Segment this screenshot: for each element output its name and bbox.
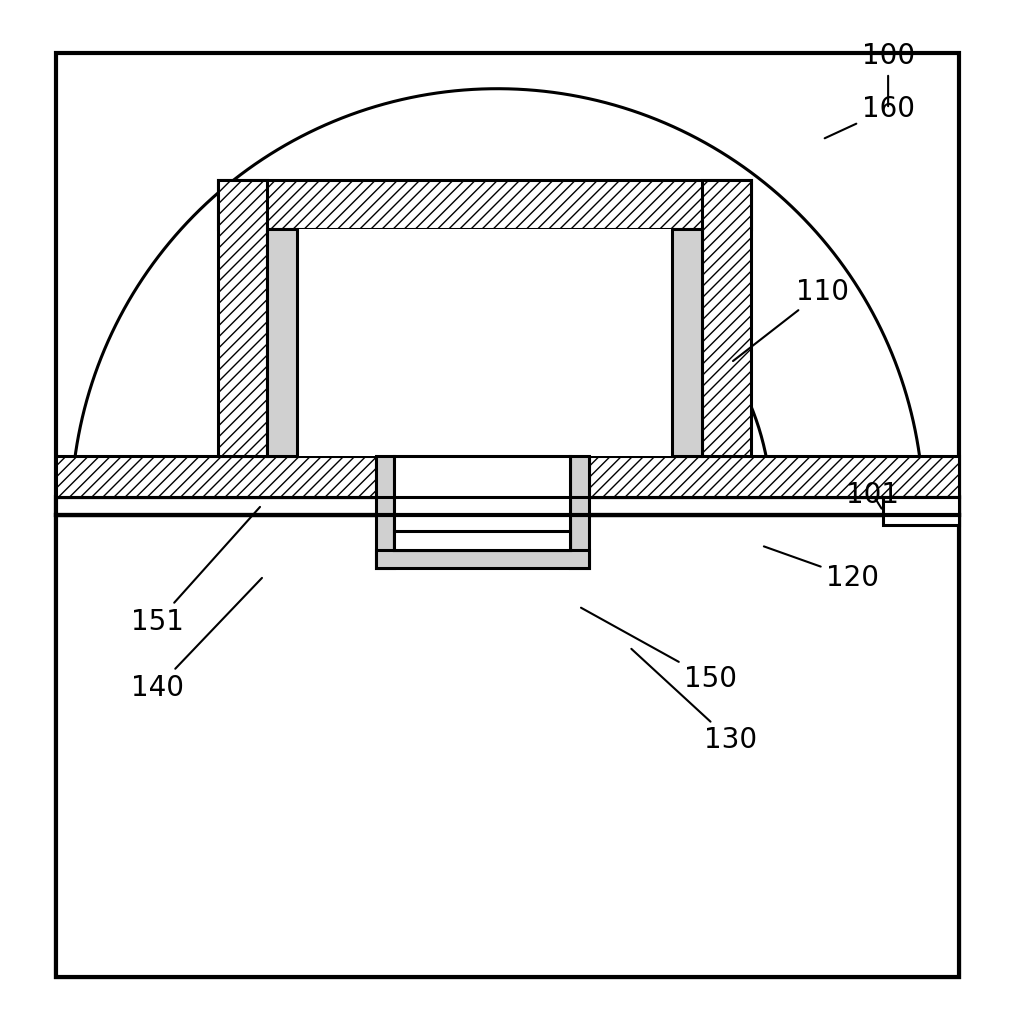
Text: 140: 140 xyxy=(131,578,262,701)
Polygon shape xyxy=(376,456,394,568)
Bar xyxy=(56,54,959,976)
Polygon shape xyxy=(297,229,672,456)
Text: 130: 130 xyxy=(631,649,757,754)
Polygon shape xyxy=(376,550,589,568)
Polygon shape xyxy=(267,229,297,456)
Text: 101: 101 xyxy=(847,481,899,509)
Polygon shape xyxy=(394,456,570,550)
Polygon shape xyxy=(570,456,589,568)
Polygon shape xyxy=(56,456,376,496)
Polygon shape xyxy=(672,229,702,456)
Polygon shape xyxy=(218,180,267,456)
Polygon shape xyxy=(589,456,959,496)
Bar xyxy=(56,496,959,515)
Text: 160: 160 xyxy=(824,95,915,138)
Polygon shape xyxy=(218,180,751,229)
Polygon shape xyxy=(702,180,751,456)
Text: 100: 100 xyxy=(862,42,915,106)
Text: 120: 120 xyxy=(764,546,879,592)
Text: 151: 151 xyxy=(131,507,260,636)
Polygon shape xyxy=(394,531,570,550)
Text: 110: 110 xyxy=(733,278,849,362)
Bar xyxy=(56,515,959,976)
Polygon shape xyxy=(883,496,959,525)
Text: 150: 150 xyxy=(581,608,737,693)
Polygon shape xyxy=(267,229,702,456)
